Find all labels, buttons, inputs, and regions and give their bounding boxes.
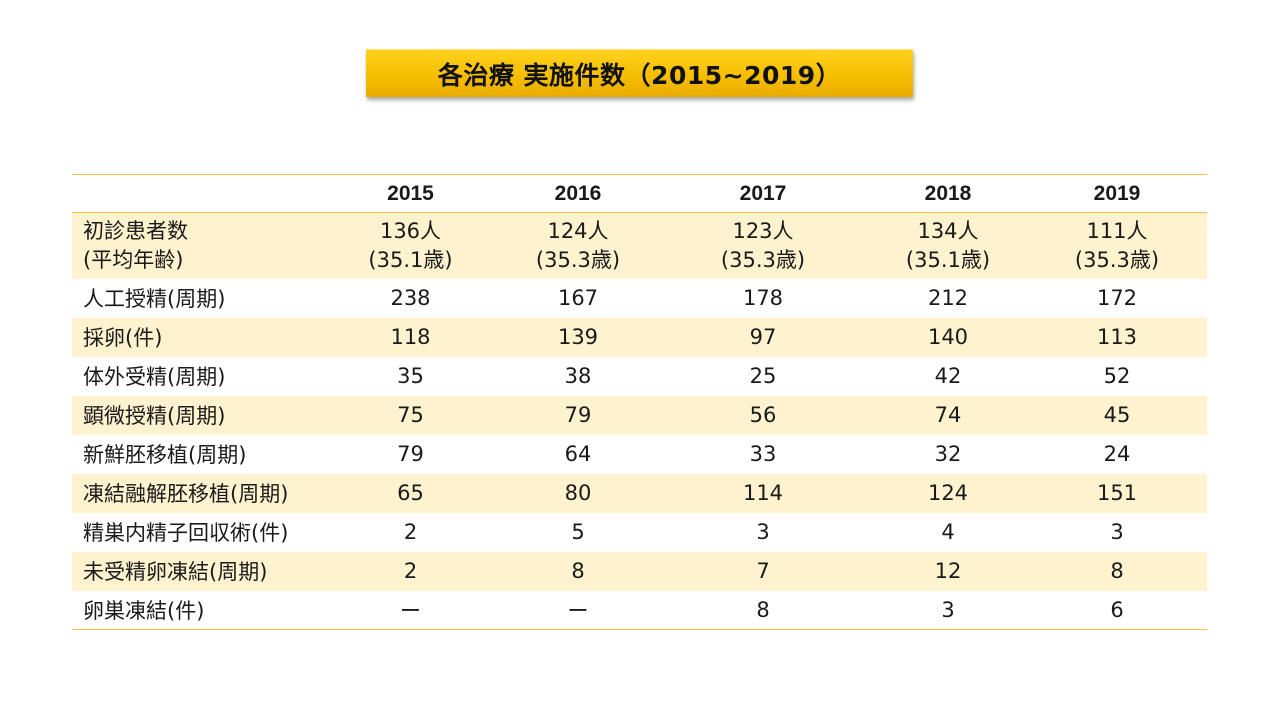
row-label: 体外受精(周期) <box>83 365 226 389</box>
table-row: 未受精卵凍結(周期) 2 8 7 12 8 <box>72 551 1207 591</box>
table-cell: 8 <box>756 597 770 622</box>
table-cell: 212 <box>927 286 969 310</box>
table-cell: 124人 (35.3歳) <box>499 213 657 279</box>
table-row: 人工授精(周期) 238 167 178 212 172 <box>72 279 1207 318</box>
header-year-2016: 2016 <box>554 181 602 205</box>
row-label: 新鮮胚移植(周期) <box>83 443 247 467</box>
table-cell: 74 <box>934 403 962 427</box>
table-cell: 79 <box>564 403 592 427</box>
table-cell: 12 <box>934 559 962 583</box>
cell-line: 123人 <box>732 218 794 243</box>
table-cell: 136人 (35.1歳) <box>322 213 499 279</box>
page-title: 各治療 実施件数（2015~2019） <box>437 60 842 90</box>
header-year-2017: 2017 <box>739 181 787 205</box>
table-cell: ー <box>567 598 589 623</box>
cell-line: (35.3歳) <box>720 247 806 272</box>
cell-line: (35.1歳) <box>368 247 453 272</box>
table-cell: 97 <box>749 325 777 349</box>
table-cell: 42 <box>934 364 962 388</box>
table-cell: 151 <box>1096 481 1138 505</box>
table-row: 凍結融解胚移植(周期) 65 80 114 124 151 <box>72 473 1207 513</box>
table-cell: 65 <box>397 481 424 505</box>
table-cell: 6 <box>1110 597 1124 622</box>
table-cell: 2 <box>403 520 418 544</box>
table-cell: 123人 (35.3歳) <box>657 213 869 279</box>
table-cell: 5 <box>571 520 585 544</box>
table-cell: 3 <box>756 520 770 544</box>
table-cell: 3 <box>1110 520 1124 544</box>
treatment-count-table: 2015 2016 2017 2018 2019 初診患者数 (平均年齢) 13… <box>72 174 1207 630</box>
row-label-line: 初診患者数 <box>83 218 188 243</box>
table-cell: 4 <box>941 520 955 544</box>
table-header-row: 2015 2016 2017 2018 2019 <box>72 174 1207 213</box>
cell-line: 134人 <box>917 218 979 243</box>
table-cell: 7 <box>756 559 770 583</box>
table-cell: 172 <box>1096 286 1138 310</box>
table-cell: 134人 (35.1歳) <box>869 213 1027 279</box>
row-label: 採卵(件) <box>83 326 163 350</box>
table-row: 精巣内精子回収術(件) 2 5 3 4 3 <box>72 513 1207 552</box>
table-cell: 8 <box>1110 559 1124 583</box>
cell-line: (35.3歳) <box>1074 247 1160 272</box>
table-cell: 140 <box>927 325 969 349</box>
table-cell: 75 <box>397 403 424 427</box>
cell-line: (35.3歳) <box>535 247 621 272</box>
table-cell: 113 <box>1096 325 1138 349</box>
table-row: 新鮮胚移植(周期) 79 64 33 32 24 <box>72 435 1207 474</box>
row-label-line: (平均年齢) <box>83 247 184 272</box>
row-label: 人工授精(周期) <box>83 287 226 311</box>
row-label: 卵巣凍結(件) <box>83 598 205 623</box>
table-cell: 52 <box>1103 364 1131 388</box>
row-label: 凍結融解胚移植(周期) <box>83 482 289 506</box>
table-row: 卵巣凍結(件) ー ー 8 3 6 <box>72 591 1207 630</box>
table-cell: 64 <box>564 442 592 466</box>
row-label: 未受精卵凍結(周期) <box>83 560 268 584</box>
table-cell: 124 <box>927 481 969 505</box>
table-cell: 24 <box>1103 442 1131 466</box>
table-cell: 118 <box>390 325 431 349</box>
header-year-2015: 2015 <box>387 181 434 205</box>
table-cell: 45 <box>1103 403 1131 427</box>
table-row: 顕微授精(周期) 75 79 56 74 45 <box>72 395 1207 435</box>
table-cell: 111人 (35.3歳) <box>1027 213 1207 279</box>
table-cell: 56 <box>749 403 777 427</box>
table-cell: ー <box>400 598 421 623</box>
table-cell: 8 <box>571 559 585 583</box>
row-label: 精巣内精子回収術(件) <box>83 521 289 545</box>
table-cell: 25 <box>749 364 777 388</box>
header-label-cell <box>72 175 322 213</box>
row-label: 初診患者数 (平均年齢) <box>72 213 322 279</box>
table-cell: 38 <box>564 364 592 388</box>
table-row: 初診患者数 (平均年齢) 136人 (35.1歳) 124人 (35.3歳) 1… <box>72 212 1207 279</box>
table-cell: 80 <box>564 481 592 505</box>
table-cell: 238 <box>390 286 431 310</box>
table-cell: 35 <box>397 364 424 388</box>
table-cell: 79 <box>397 442 424 466</box>
table-row: 採卵(件) 118 139 97 140 113 <box>72 317 1207 357</box>
table-cell: 139 <box>557 325 599 349</box>
table-cell: 114 <box>742 481 784 505</box>
table-cell: 32 <box>934 442 962 466</box>
table-row: 体外受精(周期) 35 38 25 42 52 <box>72 357 1207 396</box>
table-cell: 178 <box>742 286 784 310</box>
title-banner: 各治療 実施件数（2015~2019） <box>366 49 913 97</box>
table-cell: 2 <box>403 559 418 583</box>
cell-line: 111人 <box>1086 218 1148 243</box>
table-cell: 3 <box>941 597 955 622</box>
table-cell: 33 <box>749 442 777 466</box>
cell-line: (35.1歳) <box>905 247 991 272</box>
header-year-2018: 2018 <box>924 181 972 205</box>
cell-line: 136人 <box>379 218 442 243</box>
table-cell: 167 <box>557 286 599 310</box>
cell-line: 124人 <box>547 218 609 243</box>
row-label: 顕微授精(周期) <box>83 404 226 428</box>
header-year-2019: 2019 <box>1093 181 1141 205</box>
